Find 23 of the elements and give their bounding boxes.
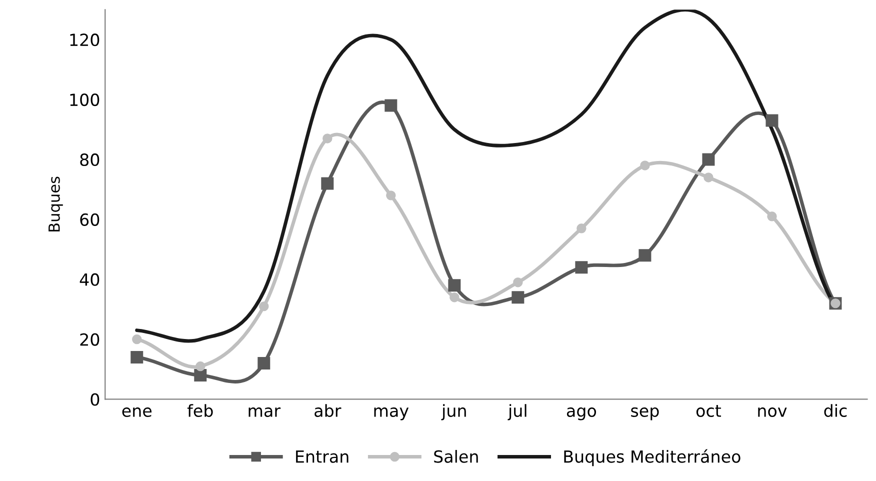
legend-label: Buques Mediterráneo — [564, 449, 740, 466]
y-tick-label: 40 — [80, 273, 100, 286]
x-tick-label: nov — [758, 407, 787, 417]
y-tick-label: 120 — [70, 34, 100, 46]
y-tick-label: 60 — [80, 213, 100, 226]
x-tick-label: oct — [696, 405, 722, 417]
legend-label: Salen — [434, 450, 478, 463]
x-tick-label: dic — [824, 404, 847, 417]
x-tick-label: sep — [631, 407, 659, 420]
x-tick-label: ene — [122, 407, 152, 417]
x-tick-label: feb — [187, 404, 213, 417]
y-axis-title: Buques — [48, 176, 63, 232]
y-tick-label: 20 — [80, 333, 100, 346]
x-tick-label: jul — [508, 404, 526, 420]
legend-label: Entran — [296, 450, 348, 463]
x-tick-label: mar — [248, 407, 281, 417]
x-tick-label: ago — [566, 407, 596, 420]
x-tick-label: jun — [441, 404, 466, 420]
x-tick-label: may — [374, 407, 409, 420]
y-tick-label: 80 — [80, 153, 100, 166]
x-tick-label: abr — [314, 404, 342, 417]
y-tick-label: 0 — [90, 393, 100, 406]
y-tick-label: 100 — [70, 93, 100, 106]
